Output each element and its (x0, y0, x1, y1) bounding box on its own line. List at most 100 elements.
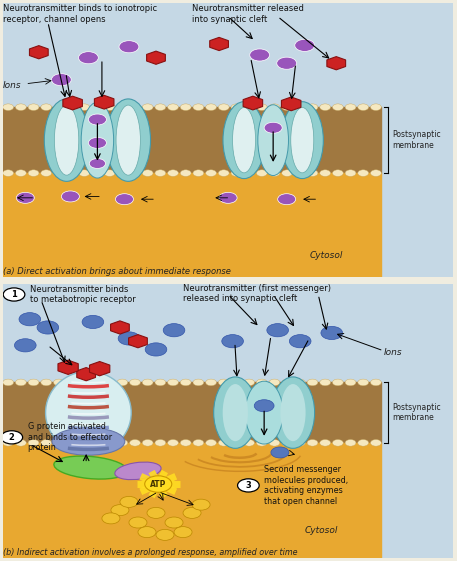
Ellipse shape (271, 377, 314, 448)
Circle shape (218, 104, 229, 111)
Circle shape (231, 440, 242, 446)
Ellipse shape (81, 102, 114, 178)
Circle shape (130, 170, 140, 176)
Circle shape (52, 73, 71, 86)
Circle shape (181, 104, 191, 111)
Circle shape (41, 379, 52, 386)
Circle shape (345, 104, 356, 111)
Circle shape (66, 379, 77, 386)
Text: G protein activated
and binds to effector
protein: G protein activated and binds to effecto… (27, 422, 112, 452)
Circle shape (206, 440, 217, 446)
Circle shape (320, 440, 330, 446)
Circle shape (130, 440, 140, 446)
Circle shape (3, 170, 14, 176)
Circle shape (66, 440, 77, 446)
Polygon shape (77, 367, 96, 381)
Text: Neurotransmitter released
into synaptic cleft: Neurotransmitter released into synaptic … (192, 4, 304, 24)
Circle shape (345, 170, 356, 176)
Text: Cytosol: Cytosol (309, 251, 343, 260)
Text: 2: 2 (9, 433, 15, 442)
Circle shape (79, 440, 90, 446)
Circle shape (282, 379, 292, 386)
Ellipse shape (46, 371, 131, 454)
Circle shape (282, 104, 292, 111)
FancyBboxPatch shape (3, 383, 381, 443)
Ellipse shape (233, 108, 255, 173)
Circle shape (358, 440, 369, 446)
Circle shape (3, 379, 14, 386)
Ellipse shape (291, 108, 314, 173)
Circle shape (79, 170, 90, 176)
Text: Ions: Ions (383, 348, 402, 357)
Text: Neurotransmitter binds
to metabotropic receptor: Neurotransmitter binds to metabotropic r… (30, 285, 136, 304)
Circle shape (193, 170, 204, 176)
Circle shape (91, 440, 102, 446)
Circle shape (142, 104, 153, 111)
Ellipse shape (223, 384, 248, 441)
Polygon shape (29, 45, 48, 59)
Circle shape (332, 379, 343, 386)
Circle shape (15, 339, 36, 352)
Ellipse shape (281, 102, 324, 178)
Circle shape (155, 440, 166, 446)
Circle shape (345, 379, 356, 386)
Ellipse shape (115, 462, 161, 480)
Circle shape (345, 440, 356, 446)
Circle shape (238, 479, 259, 492)
Circle shape (138, 527, 156, 537)
Circle shape (269, 440, 280, 446)
Circle shape (193, 379, 204, 386)
Circle shape (181, 379, 191, 386)
Circle shape (271, 447, 289, 458)
Circle shape (206, 379, 217, 386)
Circle shape (53, 440, 64, 446)
Circle shape (254, 399, 274, 412)
Circle shape (120, 496, 138, 507)
Circle shape (307, 440, 318, 446)
Circle shape (147, 507, 165, 518)
Circle shape (119, 41, 139, 53)
Circle shape (332, 440, 343, 446)
Polygon shape (282, 97, 301, 111)
Circle shape (82, 315, 104, 329)
FancyBboxPatch shape (3, 107, 381, 173)
Circle shape (219, 192, 237, 203)
Circle shape (218, 440, 229, 446)
Circle shape (320, 104, 330, 111)
Circle shape (294, 104, 305, 111)
Circle shape (371, 379, 381, 386)
Circle shape (244, 379, 255, 386)
Circle shape (116, 194, 133, 205)
Circle shape (218, 379, 229, 386)
Circle shape (91, 104, 102, 111)
Circle shape (117, 104, 128, 111)
Circle shape (16, 104, 26, 111)
Polygon shape (63, 96, 82, 110)
Circle shape (41, 440, 52, 446)
Circle shape (206, 170, 217, 176)
Polygon shape (111, 321, 129, 334)
Ellipse shape (214, 377, 257, 448)
FancyBboxPatch shape (3, 283, 453, 558)
Circle shape (181, 440, 191, 446)
Text: Cytosol: Cytosol (305, 526, 338, 535)
Polygon shape (58, 360, 78, 374)
Circle shape (16, 170, 26, 176)
FancyBboxPatch shape (3, 173, 381, 278)
Circle shape (244, 440, 255, 446)
Circle shape (118, 332, 140, 345)
Text: (a) Direct activation brings about immediate response: (a) Direct activation brings about immed… (3, 267, 231, 276)
Circle shape (269, 170, 280, 176)
Circle shape (117, 379, 128, 386)
Text: 1: 1 (11, 290, 17, 299)
Ellipse shape (106, 99, 150, 181)
Text: Neurotransmitter binds to ionotropic
receptor, channel opens: Neurotransmitter binds to ionotropic rec… (3, 4, 157, 24)
Ellipse shape (54, 105, 79, 175)
Circle shape (104, 379, 115, 386)
Circle shape (358, 104, 369, 111)
Circle shape (307, 104, 318, 111)
Circle shape (79, 104, 90, 111)
Circle shape (156, 530, 174, 540)
Circle shape (264, 122, 282, 134)
Circle shape (244, 104, 255, 111)
